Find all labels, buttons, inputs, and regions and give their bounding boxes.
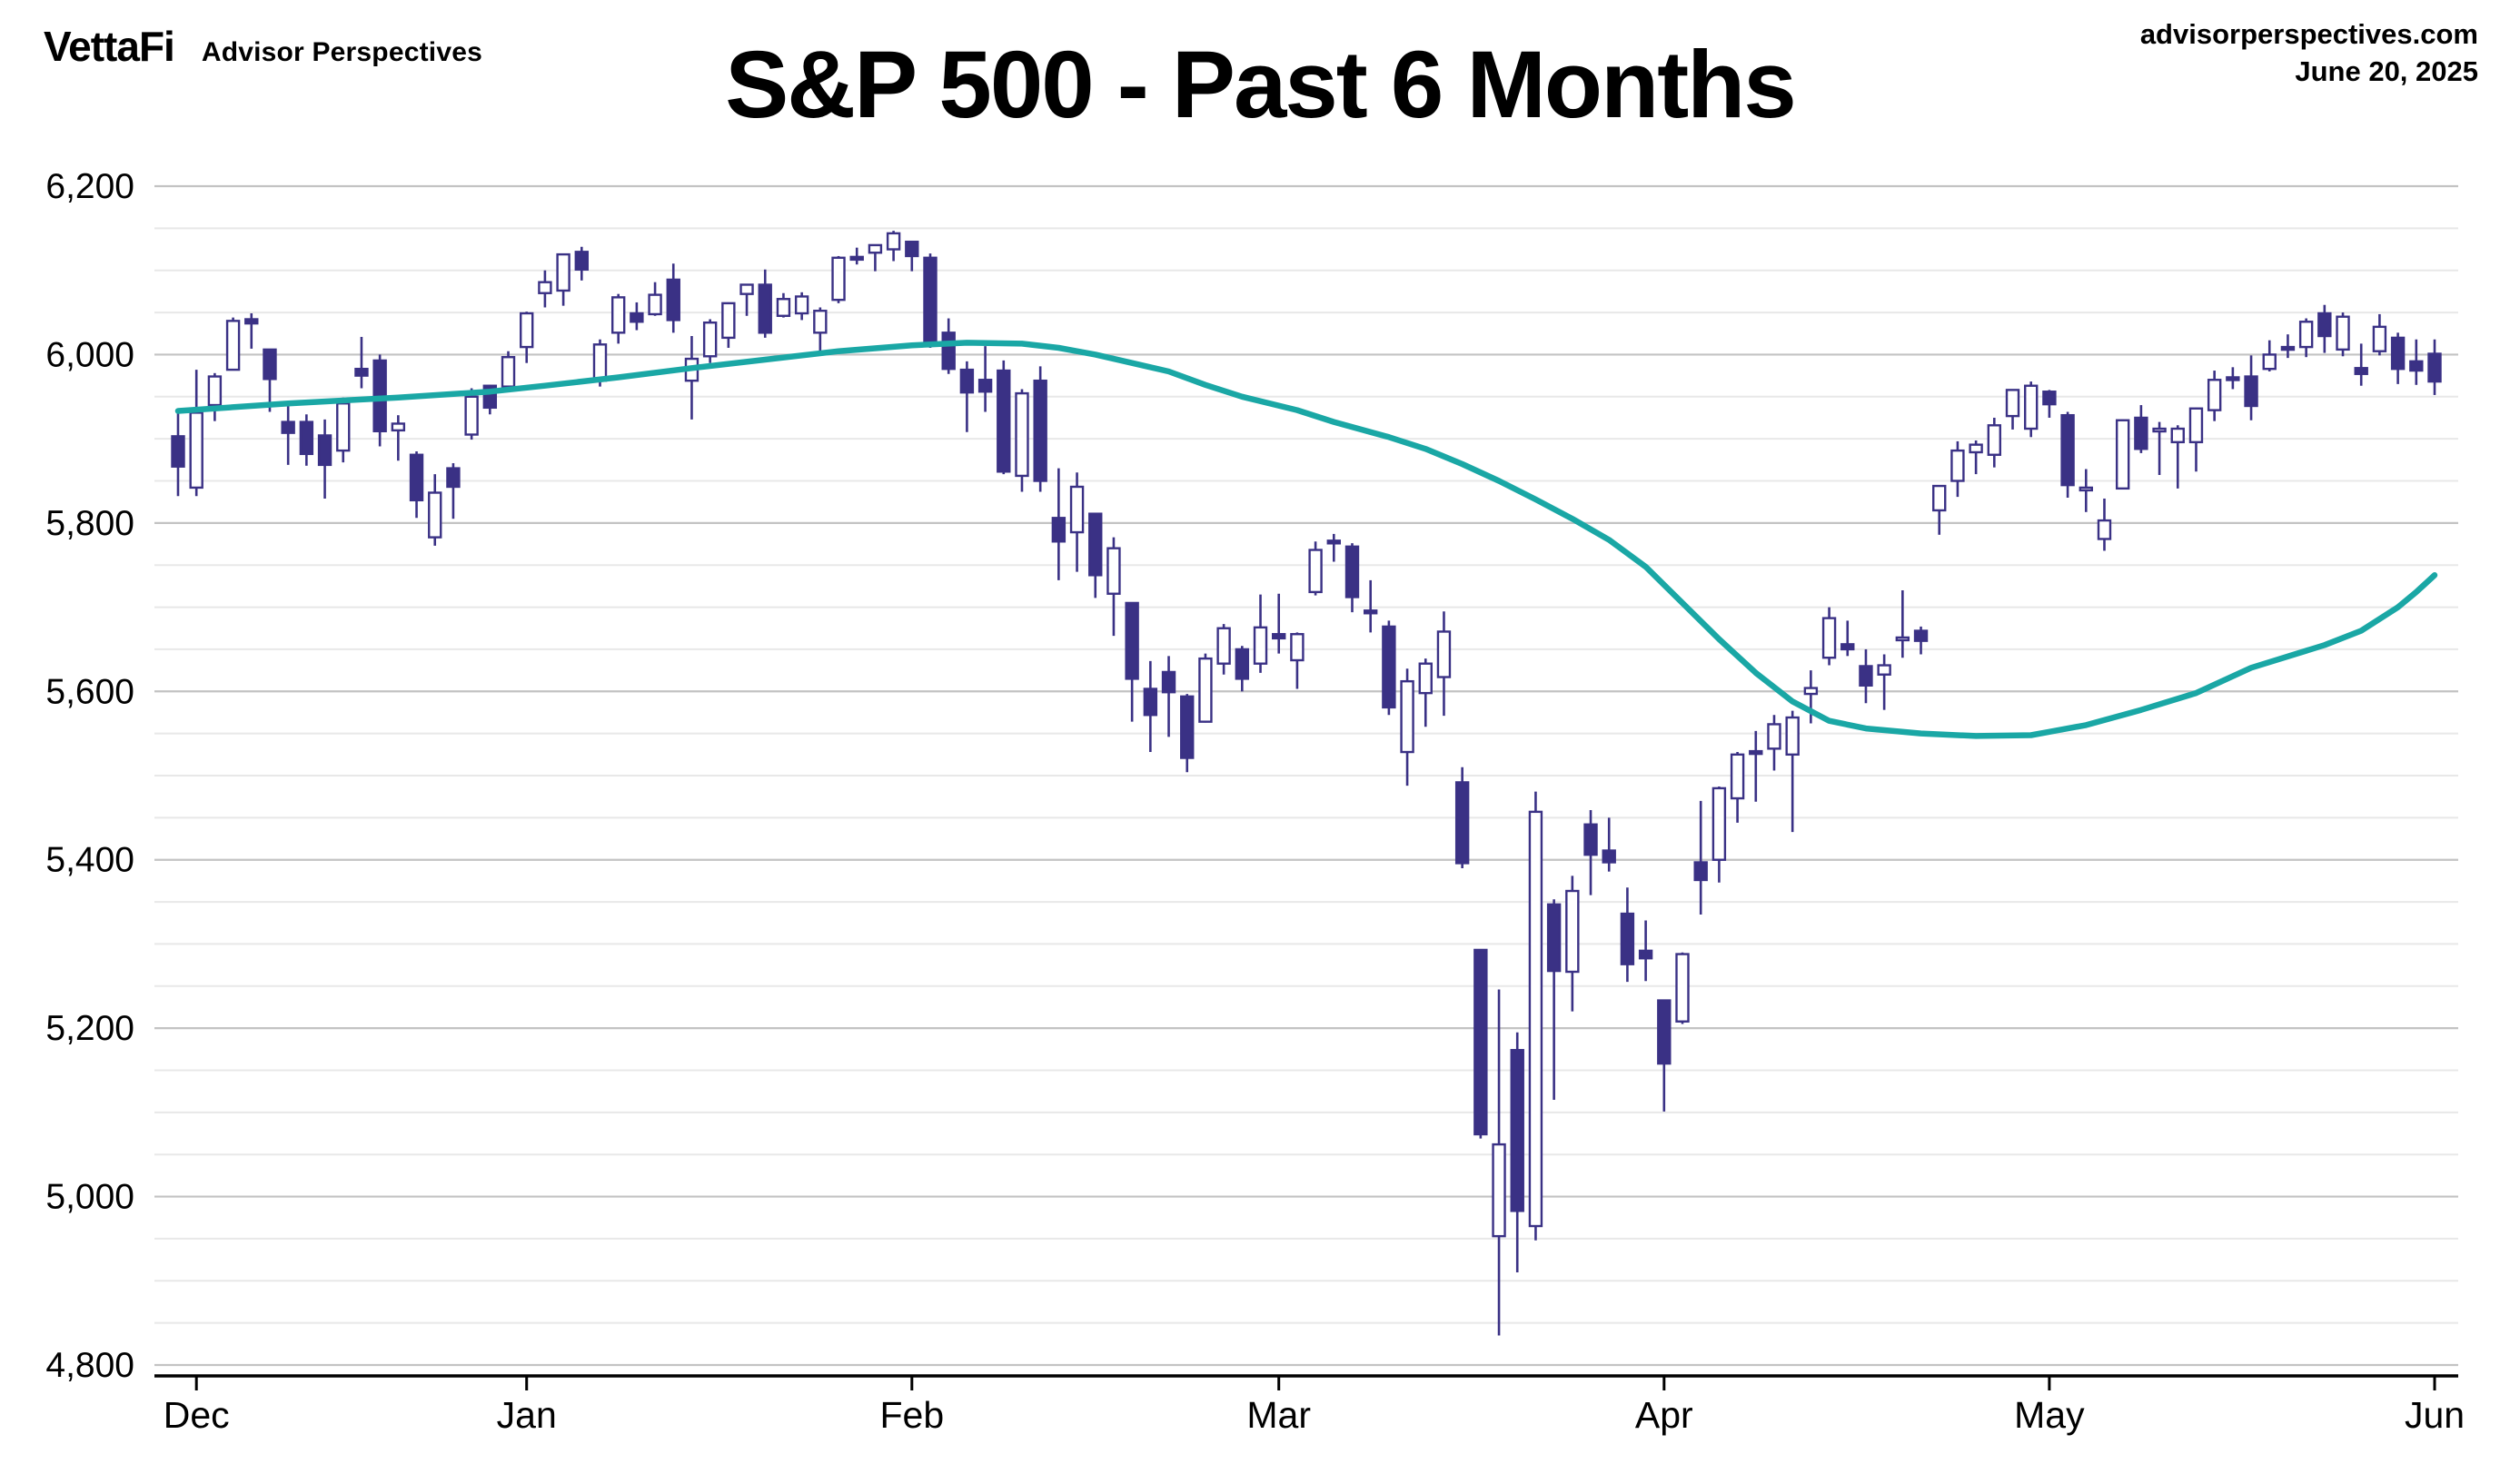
y-tick-label: 5,000: [45, 1178, 134, 1217]
x-axis-ticks: [194, 1376, 2436, 1390]
source-site: advisorperspectives.com: [2139, 18, 2478, 50]
vettafi-logo: VettaFi: [44, 23, 175, 70]
x-tick-label: Mar: [1246, 1394, 1311, 1436]
y-tick-label: 5,400: [45, 841, 134, 880]
x-axis-labels: Dec Jan Feb Mar Apr May Jun: [164, 1394, 2465, 1436]
x-tick-label: Apr: [1635, 1394, 1693, 1436]
y-tick-label: 4,800: [45, 1346, 134, 1385]
moving-average-line: [174, 340, 2438, 739]
grid-major: [154, 184, 2458, 1367]
grid-minor: [154, 227, 2458, 1324]
x-tick-label: May: [2014, 1394, 2085, 1436]
x-tick-label: Feb: [879, 1394, 944, 1436]
source-date: June 20, 2025: [2295, 54, 2478, 87]
y-tick-label: 6,000: [45, 335, 134, 374]
chart-title: S&P 500 - Past 6 Months: [725, 32, 1796, 138]
y-tick-label: 5,600: [45, 672, 134, 711]
advisor-perspectives-label: Advisor Perspectives: [201, 37, 482, 67]
y-tick-label: 6,200: [45, 167, 134, 206]
x-tick-label: Jun: [2405, 1394, 2465, 1436]
y-tick-label: 5,800: [45, 504, 134, 543]
x-tick-label: Dec: [164, 1394, 230, 1436]
x-tick-label: Jan: [497, 1394, 557, 1436]
source-block: advisorperspectives.com June 20, 2025: [2140, 16, 2478, 91]
y-tick-label: 5,200: [45, 1009, 134, 1048]
vettafi-brand: VettaFi Advisor Perspectives: [44, 22, 482, 71]
y-axis-labels: 4,800 5,000 5,200 5,400 5,600 5,800 6,000 6,200: [45, 167, 134, 1385]
